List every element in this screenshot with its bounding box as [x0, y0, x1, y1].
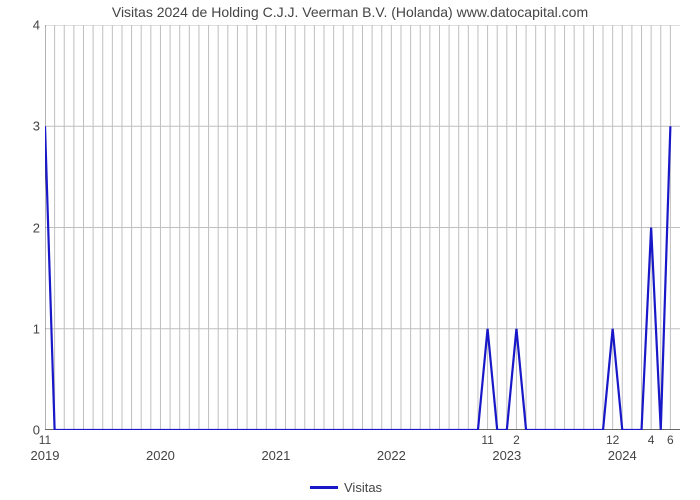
- chart-title: Visitas 2024 de Holding C.J.J. Veerman B…: [0, 4, 700, 20]
- x-tick-label: 2022: [377, 448, 406, 463]
- chart-legend: Visitas: [310, 480, 382, 495]
- y-tick-label: 0: [10, 423, 40, 438]
- x-tick-label: 2024: [608, 448, 637, 463]
- x-tick-label: 2021: [261, 448, 290, 463]
- x-tick-label: 2019: [31, 448, 60, 463]
- y-tick-label: 4: [10, 18, 40, 33]
- x-annotation-label: 12: [606, 433, 619, 447]
- x-annotation-label: 6: [667, 433, 674, 447]
- legend-swatch: [310, 486, 338, 489]
- x-tick-label: 2020: [146, 448, 175, 463]
- chart-plot: [45, 25, 680, 430]
- x-tick-label: 2023: [492, 448, 521, 463]
- x-annotation-label: 11: [481, 433, 493, 447]
- y-tick-label: 2: [10, 220, 40, 235]
- y-tick-label: 1: [10, 321, 40, 336]
- legend-label: Visitas: [344, 480, 382, 495]
- x-annotation-label: 4: [648, 433, 655, 447]
- y-tick-label: 3: [10, 119, 40, 134]
- x-annotation-label: 11: [39, 433, 51, 447]
- x-annotation-label: 2: [513, 433, 520, 447]
